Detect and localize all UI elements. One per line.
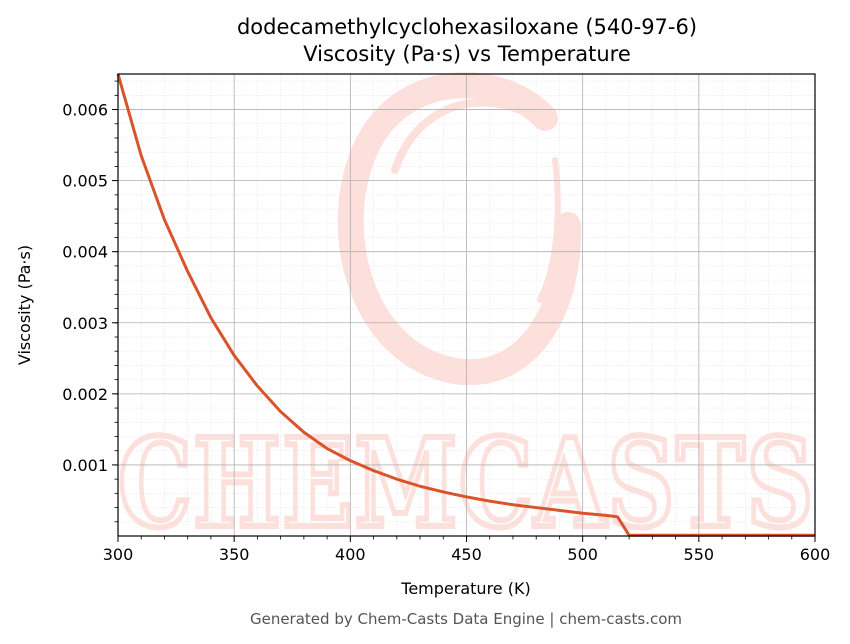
x-tick-label: 550 bbox=[684, 545, 715, 564]
y-axis: 0.001 0.002 0.003 0.004 0.005 0.006 bbox=[62, 80, 118, 523]
watermark-logo-icon bbox=[337, 72, 582, 385]
y-axis-label: Viscosity (Pa·s) bbox=[15, 245, 34, 365]
y-tick-label: 0.002 bbox=[62, 385, 108, 404]
x-tick-label: 450 bbox=[451, 545, 482, 564]
x-tick-label: 350 bbox=[219, 545, 250, 564]
chart-subtitle: Viscosity (Pa·s) vs Temperature bbox=[303, 42, 631, 66]
y-tick-label: 0.006 bbox=[62, 101, 108, 120]
y-tick-label: 0.003 bbox=[62, 314, 108, 333]
x-axis: 300 350 400 450 500 550 600 bbox=[103, 536, 831, 564]
y-tick-label: 0.004 bbox=[62, 243, 108, 262]
x-axis-label: Temperature (K) bbox=[400, 579, 530, 598]
x-tick-label: 400 bbox=[335, 545, 366, 564]
y-tick-label: 0.005 bbox=[62, 172, 108, 191]
x-tick-label: 300 bbox=[103, 545, 134, 564]
footer-credit: Generated by Chem-Casts Data Engine | ch… bbox=[250, 610, 682, 628]
viscosity-series-line bbox=[116, 73, 815, 537]
x-tick-label: 600 bbox=[800, 545, 831, 564]
x-tick-label: 500 bbox=[567, 545, 598, 564]
chart-title: dodecamethylcyclohexasiloxane (540-97-6) bbox=[237, 15, 697, 39]
y-tick-label: 0.001 bbox=[62, 456, 108, 475]
